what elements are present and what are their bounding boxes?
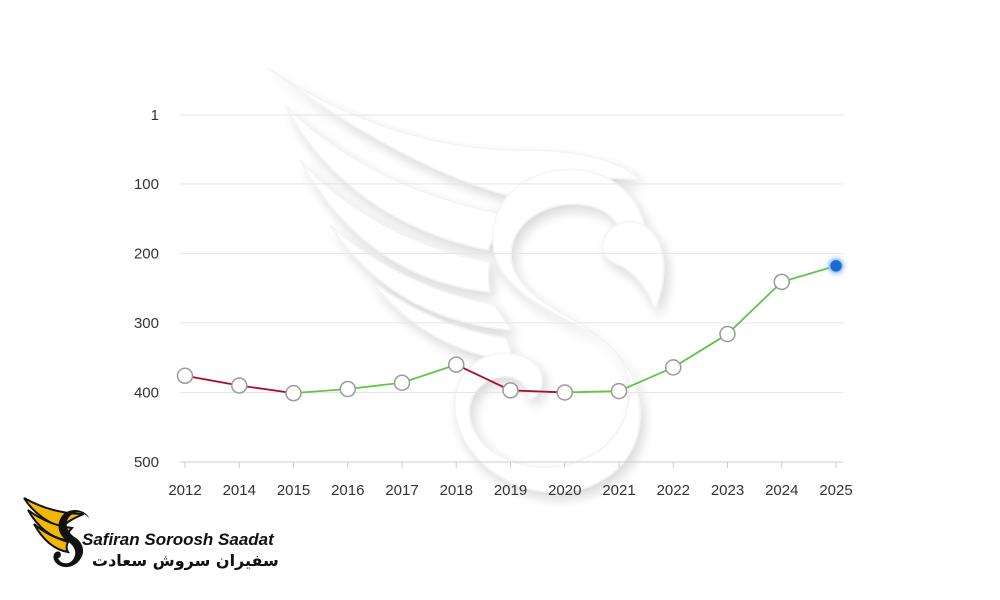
series-line (184, 264, 837, 395)
highlighted-data-point[interactable] (828, 258, 844, 274)
logo-persian-name: سفیران سروش سعادت (92, 551, 279, 570)
series-segment (292, 388, 349, 395)
data-point[interactable] (285, 384, 302, 402)
series-segment (184, 374, 241, 387)
y-tick-label: 500 (134, 454, 159, 471)
winged-s-logo-icon (23, 497, 90, 568)
data-point[interactable] (610, 382, 628, 400)
y-tick-label: 300 (134, 315, 159, 332)
x-tick-label: 2016 (331, 482, 364, 499)
series-segment (238, 384, 295, 395)
series-segment (780, 264, 837, 283)
y-tick-label: 1 (151, 107, 159, 124)
y-axis: 1 100 200 300 400 500 (134, 107, 159, 471)
series-segment (726, 280, 783, 335)
x-tick-label: 2015 (277, 482, 310, 499)
winged-s-watermark-icon (267, 67, 665, 493)
company-logo: Safiran Soroosh Saadat سفیران سروش سعادت (22, 494, 292, 578)
series-segment (455, 363, 512, 392)
series-segment (401, 363, 458, 384)
series-segment (346, 381, 403, 390)
y-tick-label: 400 (134, 384, 159, 401)
data-point[interactable] (393, 374, 411, 391)
data-point[interactable] (773, 273, 790, 291)
logo-latin-name: Safiran Soroosh Saadat (82, 530, 274, 549)
x-tick-label: 2020 (548, 482, 581, 499)
y-tick-label: 200 (134, 245, 159, 262)
data-point[interactable] (448, 356, 465, 373)
x-tick-label: 2012 (168, 482, 201, 499)
series-segment (672, 333, 729, 369)
series-segment (563, 390, 620, 394)
x-tick-label: 2021 (602, 482, 635, 499)
data-point[interactable] (502, 382, 519, 399)
x-tick-label: 2019 (494, 482, 527, 499)
x-tick-label: 2023 (711, 482, 744, 499)
data-point[interactable] (339, 380, 356, 398)
x-tick-label: 2025 (819, 482, 852, 499)
x-axis: 2012 2014 2015 2016 2017 2018 2019 2020 2021 2022… (168, 462, 853, 499)
x-tick-label: 2022 (657, 482, 690, 499)
series-segment (618, 366, 675, 392)
x-tick-label: 2024 (765, 482, 798, 499)
series-points (176, 258, 844, 402)
x-tick-label: 2018 (440, 482, 473, 499)
data-point[interactable] (556, 384, 573, 401)
series-segment (509, 389, 566, 394)
x-tick-label: 2017 (385, 482, 418, 499)
data-point[interactable] (176, 367, 194, 385)
data-point[interactable] (719, 325, 736, 343)
data-point[interactable] (231, 377, 248, 394)
data-point[interactable] (665, 359, 682, 376)
y-tick-label: 100 (134, 176, 159, 193)
x-tick-label: 2014 (223, 482, 256, 499)
